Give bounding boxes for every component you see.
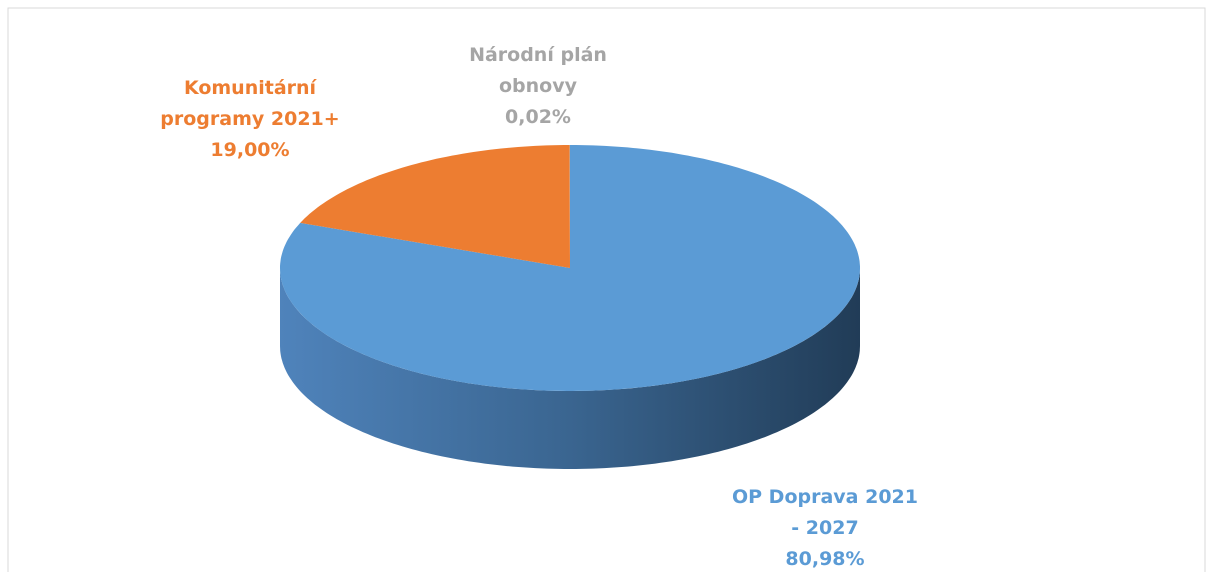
category-label: OP Doprava 2021 - 2027	[725, 482, 925, 544]
value-label: 80,98%	[725, 544, 925, 575]
value-label: 0,02%	[463, 102, 613, 133]
category-label: Národní plán obnovy	[463, 40, 613, 102]
data-label: Komunitární programy 2021+19,00%	[160, 73, 340, 166]
value-label: 19,00%	[160, 135, 340, 166]
category-label: Komunitární programy 2021+	[160, 73, 340, 135]
